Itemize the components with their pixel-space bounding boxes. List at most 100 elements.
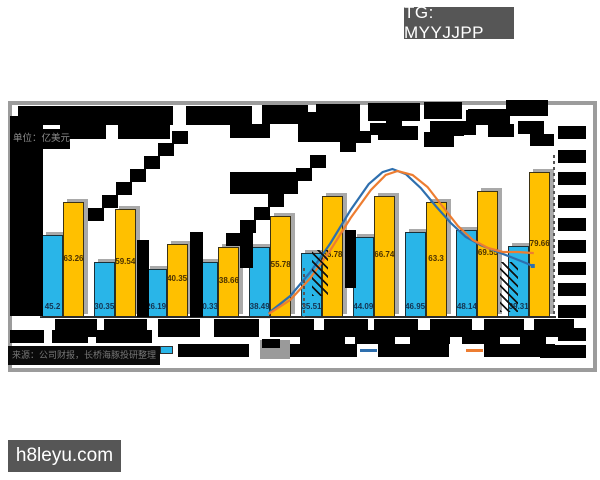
- legend-label-censored-2: [378, 344, 449, 357]
- glitch-block: [240, 230, 253, 268]
- glitch-block: [158, 143, 174, 156]
- glitch-block: [558, 262, 586, 275]
- glitch-block: [310, 155, 326, 168]
- bar-value-label: 35.51: [301, 302, 322, 311]
- glitch-block: [466, 110, 496, 124]
- legend-label-censored-3: [484, 344, 555, 357]
- glitch-block: [190, 232, 203, 317]
- legend-swatch-2: [360, 349, 377, 352]
- legend-label-censored-1: [286, 344, 357, 357]
- glitch-block: [226, 233, 242, 246]
- glitch-block: [102, 195, 118, 208]
- glitch-block: [558, 218, 586, 231]
- glitch-block: [230, 172, 296, 194]
- bar-value-label: 63.26: [63, 253, 84, 263]
- glitch-block: [446, 121, 476, 135]
- legend-swatch-3: [466, 349, 483, 352]
- glitch-block: [520, 330, 546, 344]
- glitch-block: [402, 108, 418, 120]
- glitch-block: [254, 207, 270, 220]
- glitch-block: [268, 194, 284, 207]
- glitch-block: [410, 330, 450, 344]
- glitch-block: [116, 182, 132, 195]
- glitch-dashed-segment: [303, 268, 305, 317]
- glitch-block: [88, 208, 104, 221]
- hatch-scribble: [312, 250, 328, 296]
- glitch-block: [378, 126, 418, 140]
- glitch-block: [558, 240, 586, 253]
- glitch-block: [52, 330, 88, 343]
- bar-value-label: 40.35: [167, 274, 188, 284]
- bar-value-label: 59.54: [115, 256, 136, 266]
- glitch-block: [240, 220, 256, 233]
- glitch-block: [60, 125, 106, 139]
- glitch-block: [172, 131, 188, 144]
- glitch-block: [340, 140, 356, 152]
- glitch-block: [386, 115, 402, 127]
- bar-value-label: 38.49: [249, 302, 270, 311]
- glitch-block: [10, 330, 44, 343]
- glitch-block: [298, 112, 360, 142]
- bar-value-label: 66.78: [322, 250, 343, 260]
- glitch-block: [144, 156, 160, 169]
- bar-value-label: 30.33: [197, 302, 218, 311]
- glitch-block: [296, 168, 312, 181]
- glitch-block: [18, 106, 173, 125]
- glitch-block: [518, 121, 544, 134]
- bar-value-label: 79.66: [529, 238, 550, 248]
- glitch-block: [462, 330, 500, 344]
- glitch-block: [355, 330, 395, 344]
- glitch-block: [158, 319, 200, 337]
- blue-line: [267, 167, 534, 314]
- bar-value-label: 66.74: [374, 250, 395, 260]
- site-watermark: h8leyu.com: [8, 440, 121, 472]
- hatch-scribble: [500, 262, 518, 312]
- bar-value-label: 63.3: [428, 253, 444, 263]
- glitch-block: [558, 172, 586, 185]
- glitch-block: [230, 124, 270, 138]
- glitch-block: [262, 105, 308, 124]
- tg-contact-badge: TG: MYYJJPP: [404, 3, 514, 42]
- bar-value-label: 55.78: [270, 260, 291, 270]
- glitch-block: [10, 116, 43, 316]
- glitch-block: [506, 100, 548, 116]
- legend-swatch-0: [160, 346, 173, 354]
- bar-value-label: 39.31: [508, 302, 529, 311]
- glitch-block: [214, 319, 259, 337]
- glitch-block: [488, 124, 514, 137]
- glitch-block: [186, 106, 252, 125]
- glitch-block: [558, 150, 586, 163]
- glitch-block: [558, 283, 586, 296]
- glitch-block: [300, 330, 345, 344]
- glitch-block: [558, 195, 586, 208]
- source-note: 来源：公司财报，长桥海豚投研整理: [8, 346, 160, 365]
- glitch-block: [540, 345, 586, 358]
- bar-value-label: 44.09: [353, 302, 374, 311]
- glitch-block: [96, 330, 152, 343]
- x-axis-baseline: [40, 316, 556, 318]
- bar-value-label: 48.14: [456, 302, 477, 311]
- glitch-block: [558, 305, 586, 318]
- glitch-block: [137, 240, 149, 317]
- glitch-block: [530, 134, 554, 146]
- glitch-block: [370, 123, 386, 135]
- glitch-block: [355, 131, 371, 143]
- glitch-block: [345, 230, 356, 288]
- right-dashed-axis: [553, 155, 555, 317]
- glitch-block: [262, 339, 280, 348]
- bar-value-label: 46.95: [405, 302, 426, 311]
- glitch-block: [424, 102, 462, 119]
- blue-line-end-marker: [530, 263, 535, 268]
- glitch-block: [118, 125, 170, 139]
- bar-value-label: 69.55: [477, 247, 498, 257]
- glitch-block: [424, 132, 454, 147]
- bar-value-label: 45.2: [44, 302, 61, 311]
- orange-line: [268, 169, 534, 315]
- bar-value-label: 26.19: [146, 302, 167, 311]
- unit-label: 单位：亿美元: [10, 129, 70, 149]
- glitch-block: [130, 169, 146, 182]
- legend-label-censored-0: [178, 344, 249, 357]
- bar-value-label: 30.35: [94, 302, 115, 311]
- glitch-block: [558, 126, 586, 139]
